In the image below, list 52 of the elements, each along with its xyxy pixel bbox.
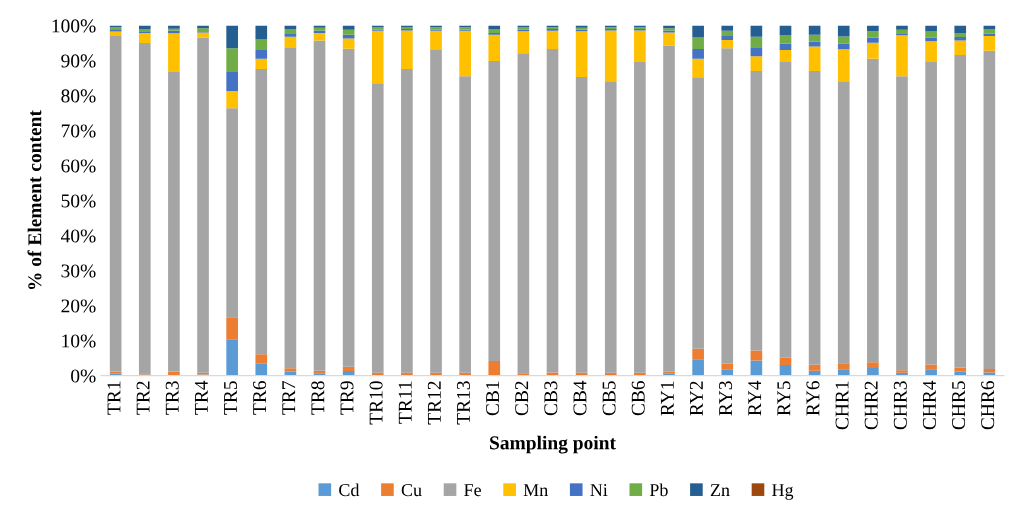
y-tick-label: 20% bbox=[61, 299, 96, 313]
legend-label: Cd bbox=[339, 483, 360, 497]
legend-label: Mn bbox=[523, 484, 548, 496]
y-tick-label: 70% bbox=[61, 124, 96, 138]
x-tick-label: CB2 bbox=[515, 381, 529, 416]
x-tick-label: RY5 bbox=[777, 381, 791, 416]
legend-label: Cu bbox=[401, 484, 422, 497]
x-tick-label: CHR6 bbox=[981, 381, 995, 430]
x-tick-label: TR5 bbox=[224, 381, 238, 415]
legend-label: Hg bbox=[772, 484, 794, 500]
x-tick-label: CHR3 bbox=[893, 381, 907, 430]
x-tick-label: TR3 bbox=[165, 381, 179, 415]
x-tick-label: TR9 bbox=[340, 381, 354, 415]
x-tick-label: TR2 bbox=[136, 381, 150, 415]
x-tick-label: TR6 bbox=[253, 381, 267, 415]
legend-label: Zn bbox=[710, 484, 730, 496]
x-tick-label: RY3 bbox=[719, 381, 733, 416]
legend-label: Fe bbox=[464, 484, 481, 497]
y-axis-title: % of Element content bbox=[27, 110, 42, 290]
x-tick-label: RY2 bbox=[689, 381, 703, 416]
x-tick-label: CHR5 bbox=[952, 381, 966, 430]
x-tick-label: TR10 bbox=[369, 381, 383, 425]
x-tick-label: CHR1 bbox=[835, 381, 849, 430]
x-tick-label: CHR4 bbox=[922, 380, 936, 430]
y-tick-label: 90% bbox=[61, 54, 96, 68]
y-tick-label: 60% bbox=[61, 159, 96, 173]
y-tick-label: 50% bbox=[61, 194, 96, 208]
y-tick-label: 80% bbox=[61, 89, 96, 103]
x-tick-label: RY1 bbox=[660, 381, 674, 416]
x-tick-label: TR12 bbox=[427, 381, 441, 425]
x-tick-label: TR8 bbox=[311, 381, 325, 415]
x-tick-label: RY6 bbox=[806, 381, 820, 416]
legend-label: Pb bbox=[649, 483, 668, 497]
y-tick-label: 100% bbox=[52, 19, 96, 33]
y-tick-label: 40% bbox=[60, 229, 96, 243]
x-tick-label: CB3 bbox=[544, 381, 558, 416]
x-tick-label: TR13 bbox=[456, 381, 471, 425]
x-tick-label: CB5 bbox=[602, 381, 616, 416]
x-tick-label: CB4 bbox=[573, 380, 587, 416]
y-tick-label: 10% bbox=[62, 334, 96, 348]
x-tick-label: CHR2 bbox=[864, 381, 878, 430]
legend-label: Ni bbox=[590, 484, 608, 496]
x-tick-label: TR1 bbox=[107, 381, 121, 415]
x-axis-title: Sampling point bbox=[490, 435, 616, 454]
x-tick-label: TR11 bbox=[398, 381, 412, 424]
x-tick-label: TR7 bbox=[282, 381, 296, 415]
x-tick-label: TR4 bbox=[194, 380, 208, 415]
y-tick-label: 30% bbox=[61, 264, 96, 278]
x-tick-label: CB6 bbox=[631, 381, 645, 416]
x-tick-label: CB1 bbox=[486, 381, 500, 416]
y-tick-label: 0% bbox=[71, 369, 96, 383]
x-tick-label: RY4 bbox=[748, 380, 762, 416]
